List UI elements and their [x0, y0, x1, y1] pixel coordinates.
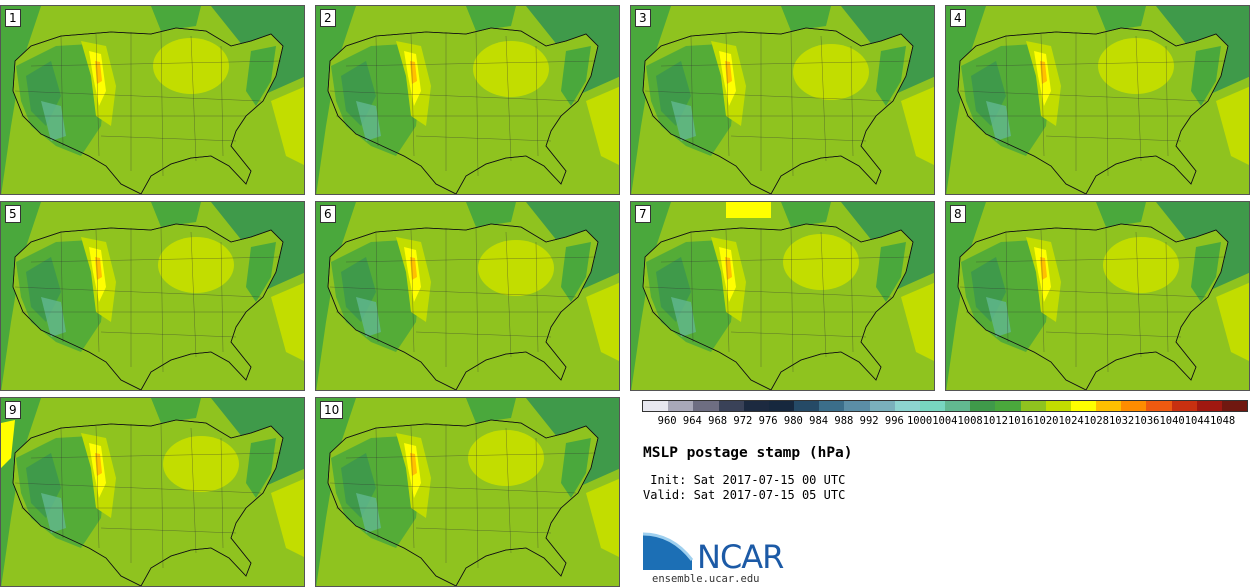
colorbar-swatch [819, 401, 845, 411]
colorbar-swatch [869, 401, 895, 411]
mslp-map [1, 6, 304, 194]
mslp-map [316, 398, 619, 586]
stamp-number: 9 [5, 401, 21, 419]
mslp-map [631, 6, 934, 194]
colorbar-tick-label: 980 [783, 415, 803, 427]
colorbar-swatch [743, 401, 769, 411]
colorbar-tick-label: 1000 [906, 415, 933, 427]
colorbar-swatch [1020, 401, 1046, 411]
colorbar-swatch [1196, 401, 1222, 411]
map-panel-4: 4 [945, 5, 1250, 195]
colorbar-swatch [693, 401, 719, 411]
site-url: ensemble.ucar.edu [652, 573, 760, 585]
colorbar-swatch [1045, 401, 1071, 411]
map-panel-3: 3 [630, 5, 935, 195]
map-panel-8: 8 [945, 201, 1250, 391]
logo-wordmark: NCAR [697, 538, 784, 576]
stamp-number: 8 [950, 205, 966, 223]
colorbar-tick-label: 1008 [957, 415, 983, 427]
map-panel-5: 5 [0, 201, 305, 391]
stamp-number: 3 [635, 9, 651, 27]
colorbar-tick-label: 988 [834, 415, 854, 427]
colorbar-tick-label: 992 [859, 415, 879, 427]
ncar-logo-icon [642, 532, 694, 570]
colorbar-swatch [643, 401, 669, 411]
map-panel-1: 1 [0, 5, 305, 195]
pressure-colorbar [642, 400, 1248, 412]
colorbar-swatch [844, 401, 870, 411]
colorbar-tick-label: 1040 [1159, 415, 1185, 427]
colorbar-swatch [945, 401, 971, 411]
colorbar-swatch [1121, 401, 1147, 411]
colorbar-tick-label: 1032 [1108, 415, 1135, 427]
colorbar-swatch [718, 401, 744, 411]
colorbar-swatch [1171, 401, 1197, 411]
colorbar-swatch [995, 401, 1021, 411]
colorbar-tick-label: 972 [733, 415, 753, 427]
stamp-number: 10 [320, 401, 344, 419]
mslp-map [946, 202, 1249, 390]
mslp-map [316, 6, 619, 194]
mslp-map [946, 6, 1249, 194]
colorbar-swatch [1070, 401, 1097, 411]
colorbar-swatch [768, 401, 795, 411]
stamp-number: 2 [320, 9, 336, 27]
stamp-number: 4 [950, 9, 966, 27]
colorbar-tick-label: 1004 [932, 415, 958, 427]
valid-time: Valid: Sat 2017-07-15 05 UTC [643, 488, 846, 502]
init-time: Init: Sat 2017-07-15 00 UTC [643, 473, 846, 487]
colorbar-tick-label: 964 [682, 415, 702, 427]
colorbar-tick-labels: 960 964 968 972 976 980 984 988 992 996 1000 1004 10… [632, 415, 1260, 429]
map-panel-10: 10 [315, 397, 620, 587]
mslp-map [1, 202, 304, 390]
colorbar-tick-label: 1048 [1209, 415, 1236, 427]
colorbar-tick-label: 960 [657, 415, 677, 427]
colorbar-tick-label: 1044 [1184, 415, 1210, 427]
mslp-map [1, 398, 304, 586]
colorbar-swatch [1221, 401, 1248, 411]
stamp-number: 7 [635, 205, 651, 223]
stamp-number: 6 [320, 205, 336, 223]
stamp-number: 5 [5, 205, 21, 223]
colorbar-tick-label: 996 [884, 415, 904, 427]
mslp-map [316, 202, 619, 390]
colorbar-swatch [919, 401, 946, 411]
map-panel-2: 2 [315, 5, 620, 195]
stamp-number: 1 [5, 9, 21, 27]
colorbar-swatch [668, 401, 694, 411]
colorbar-tick-label: 984 [809, 415, 829, 427]
mslp-map [631, 202, 934, 390]
colorbar-tick-label: 1036 [1134, 415, 1160, 427]
colorbar-tick-label: 1012 [982, 415, 1008, 427]
colorbar-swatch [894, 401, 920, 411]
colorbar-tick-label: 968 [708, 415, 728, 427]
map-panel-9: 9 [0, 397, 305, 587]
colorbar-swatch [1146, 401, 1172, 411]
colorbar-tick-label: 976 [758, 415, 778, 427]
colorbar-swatch [1096, 401, 1122, 411]
colorbar-tick-label: 1028 [1083, 415, 1109, 427]
map-panel-6: 6 [315, 201, 620, 391]
colorbar-tick-label: 1020 [1033, 415, 1059, 427]
colorbar-tick-label: 1024 [1058, 415, 1084, 427]
colorbar-tick-label: 1016 [1007, 415, 1034, 427]
colorbar-swatch [794, 401, 820, 411]
chart-title: MSLP postage stamp (hPa) [643, 445, 853, 461]
map-panel-7: 7 [630, 201, 935, 391]
colorbar-swatch [970, 401, 996, 411]
